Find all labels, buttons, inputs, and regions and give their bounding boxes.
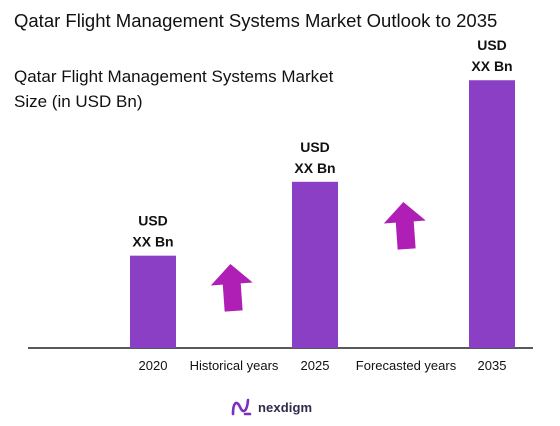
bar-2025: [292, 181, 338, 348]
bars-layer: [130, 80, 515, 348]
data-label-2025-line2: XX Bn: [294, 160, 335, 176]
category-label-2025: 2025: [301, 358, 330, 373]
data-label-2025-line1: USD: [300, 139, 330, 155]
data-label-2020-line1: USD: [138, 213, 168, 229]
data-label-2020-line2: XX Bn: [132, 234, 173, 250]
category-label-2035: 2035: [478, 358, 507, 373]
bar-2035: [469, 80, 515, 348]
logo-text: nexdigm: [258, 399, 313, 415]
bar-2020: [130, 255, 176, 348]
annotation-label-1: Historical years: [190, 358, 279, 373]
up-arrow-icon-1: [210, 264, 253, 312]
up-arrow-icon-2: [383, 202, 426, 250]
labels-layer: USD XX Bn 2020 USD XX Bn 2025 USD XX Bn 2035: [132, 37, 512, 373]
annotation-label-2: Forecasted years: [356, 358, 457, 373]
nexdigm-logo-icon: [231, 398, 252, 416]
chart-title: Qatar Flight Management Systems Market O…: [14, 10, 498, 31]
category-label-2020: 2020: [139, 358, 168, 373]
data-label-2035-line2: XX Bn: [471, 58, 512, 74]
annotations-layer: Historical years Forecasted years: [190, 202, 457, 373]
data-label-2035-line1: USD: [477, 37, 507, 53]
nexdigm-logo: nexdigm: [231, 398, 312, 416]
chart-subtitle: Qatar Flight Management Systems Market S…: [14, 67, 334, 111]
